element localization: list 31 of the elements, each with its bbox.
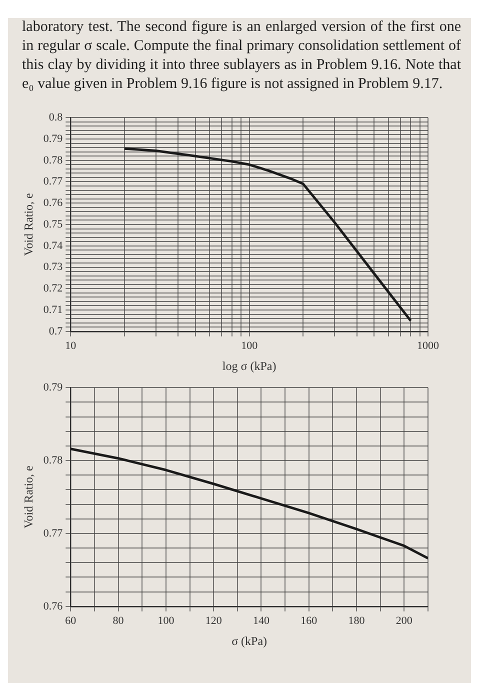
y-tick-label: 0.76 xyxy=(43,197,64,210)
y-tick-label: 0.79 xyxy=(43,132,64,145)
y-tick-label: 0.71 xyxy=(43,304,63,316)
y-tick-label: 0.74 xyxy=(43,240,64,252)
y-axis-title: Void Ratio, e xyxy=(21,466,36,528)
y-tick-label: 0.76 xyxy=(43,600,64,612)
x-tick-label: 180 xyxy=(348,614,366,627)
x-tick-label: 160 xyxy=(300,614,318,627)
y-tick-label: 0.7 xyxy=(48,325,64,338)
y-axis-title: Void Ratio, e xyxy=(21,193,36,256)
x-tick-label: 10 xyxy=(65,340,77,352)
y-tick-label: 0.8 xyxy=(48,111,64,124)
x-axis-title: σ (kPa) xyxy=(232,634,268,648)
y-tick-label: 0.78 xyxy=(43,454,64,466)
x-tick-label: 100 xyxy=(241,340,258,352)
y-tick-label: 0.77 xyxy=(43,527,64,540)
x-tick-label: 200 xyxy=(396,614,413,627)
x-tick-label: 120 xyxy=(205,614,222,627)
y-tick-label: 0.72 xyxy=(43,282,63,295)
x-tick-label: 80 xyxy=(112,614,124,627)
y-tick-label: 0.75 xyxy=(43,218,64,230)
y-tick-label: 0.78 xyxy=(43,154,64,166)
y-tick-label: 0.73 xyxy=(43,261,64,274)
y-tick-label: 0.77 xyxy=(43,176,64,188)
text: laboratory test. The second figure is an enlarged version of the first one in regular σ scale. Compute the final primary consolidation settlement of this clay by dividing it into three sublayers as in Problem 9.16. Note that e₀ value given in Problem 9.16 figure is not assigned in Problem 9.17. xyxy=(22,18,461,94)
y-tick-label: 0.79 xyxy=(43,381,64,394)
x-tick-label: 60 xyxy=(65,614,77,627)
x-axis-title: log σ (kPa) xyxy=(222,358,276,373)
x-tick-label: 100 xyxy=(158,614,175,627)
x-tick-label: 140 xyxy=(252,614,270,627)
x-tick-label: 1000 xyxy=(417,340,440,352)
